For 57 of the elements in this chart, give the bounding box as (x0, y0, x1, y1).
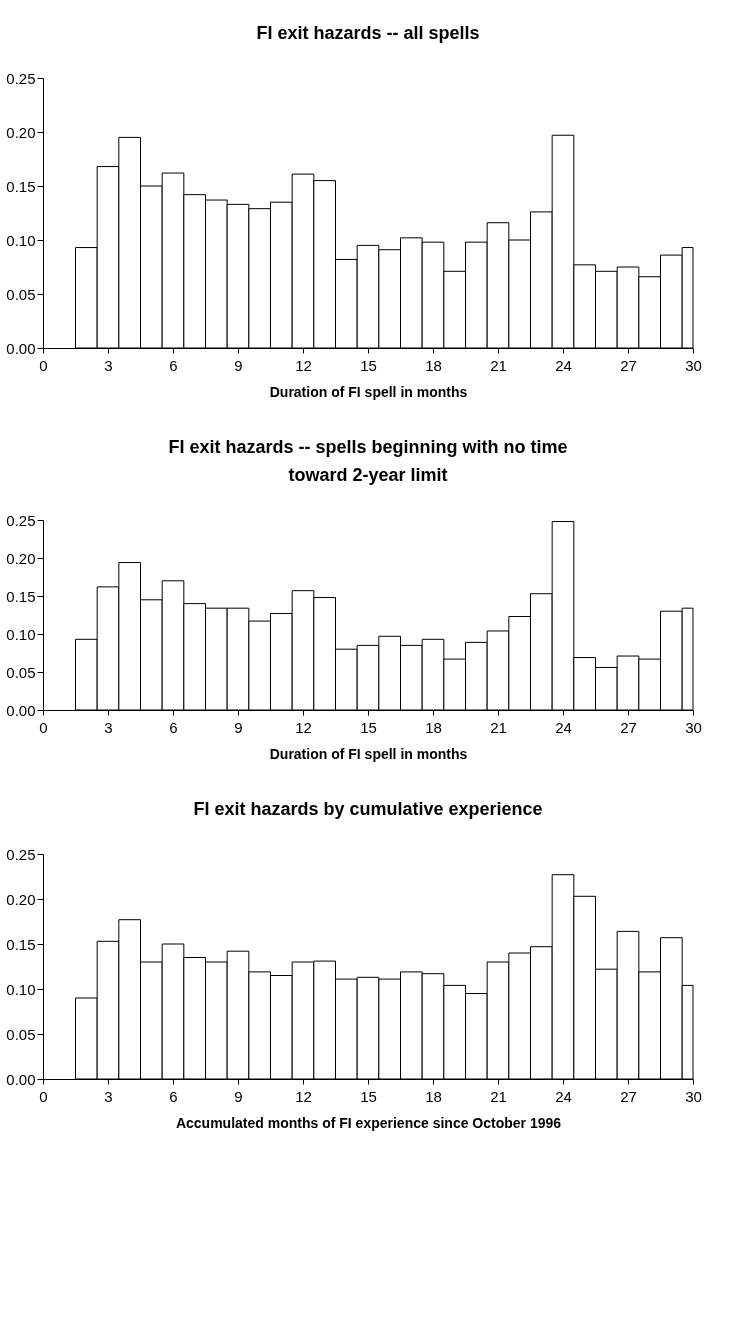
x-tick-label: 9 (234, 718, 243, 736)
x-tick-label: 9 (234, 1087, 243, 1105)
y-tick-label: 0.20 (6, 123, 36, 141)
x-tick-label: 30 (685, 718, 702, 736)
x-axis-title: Duration of FI spell in months (269, 383, 468, 400)
x-axis-title: Accumulated months of FI experience since October 1996 (175, 1114, 562, 1131)
x-tick-label: 3 (104, 718, 113, 736)
x-tick-label: 12 (295, 1087, 312, 1105)
chart-title: FI exit hazards -- spells beginning with no time toward 2-year limit (168, 437, 568, 485)
x-tick-label: 15 (360, 718, 377, 736)
y-tick-label: 0.10 (6, 980, 36, 998)
y-tick-label: 0.15 (6, 177, 36, 195)
y-tick-label: 0.20 (6, 890, 36, 908)
x-tick-label: 21 (490, 1087, 507, 1105)
x-tick-label: 21 (490, 718, 507, 736)
x-tick-label: 24 (555, 1087, 572, 1105)
x-tick-label: 30 (685, 1087, 702, 1105)
x-tick-label: 27 (620, 718, 637, 736)
x-tick-label: 27 (620, 356, 637, 374)
y-tick-label: 0.00 (6, 1070, 36, 1088)
x-tick-label: 15 (360, 356, 377, 374)
x-tick-label: 0 (39, 356, 48, 374)
x-tick-label: 18 (425, 718, 442, 736)
x-tick-label: 18 (425, 356, 442, 374)
x-tick-label: 18 (425, 1087, 442, 1105)
x-tick-label: 6 (169, 718, 178, 736)
x-tick-label: 24 (555, 718, 572, 736)
y-tick-label: 0.10 (6, 231, 36, 249)
y-tick-label: 0.25 (6, 511, 36, 529)
x-tick-label: 3 (104, 1087, 113, 1105)
y-tick-label: 0.05 (6, 1025, 36, 1043)
x-tick-label: 6 (169, 1087, 178, 1105)
chart-title: FI exit hazards by cumulative experience (193, 799, 543, 819)
x-tick-label: 0 (39, 718, 48, 736)
y-tick-label: 0.15 (6, 587, 36, 605)
y-tick-label: 0.25 (6, 69, 36, 87)
x-tick-label: 3 (104, 356, 113, 374)
y-tick-label: 0.05 (6, 663, 36, 681)
y-tick-label: 0.15 (6, 935, 36, 953)
y-tick-label: 0.10 (6, 625, 36, 643)
y-tick-label: 0.20 (6, 549, 36, 567)
chart-title: FI exit hazards -- all spells (256, 23, 480, 43)
x-tick-label: 0 (39, 1087, 48, 1105)
y-tick-label: 0.00 (6, 701, 36, 719)
x-tick-label: 24 (555, 356, 572, 374)
x-tick-label: 30 (685, 356, 702, 374)
x-tick-label: 27 (620, 1087, 637, 1105)
y-tick-label: 0.00 (6, 339, 36, 357)
x-tick-label: 6 (169, 356, 178, 374)
y-tick-label: 0.25 (6, 845, 36, 863)
y-tick-label: 0.05 (6, 285, 36, 303)
x-tick-label: 21 (490, 356, 507, 374)
x-tick-label: 9 (234, 356, 243, 374)
x-tick-label: 15 (360, 1087, 377, 1105)
x-tick-label: 12 (295, 356, 312, 374)
x-axis-title: Duration of FI spell in months (269, 745, 468, 762)
x-tick-label: 12 (295, 718, 312, 736)
